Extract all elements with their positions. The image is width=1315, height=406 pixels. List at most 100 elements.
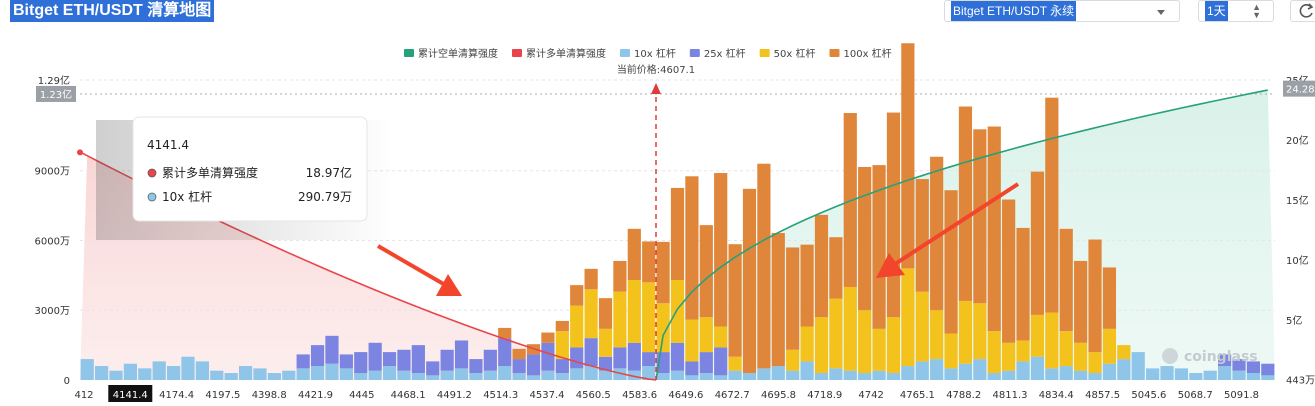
bar-64-0 [1002, 370, 1016, 380]
x-tick-label-2: 4174.4 [159, 390, 194, 401]
bar-34-1 [570, 347, 584, 369]
bar-69-0 [1074, 370, 1088, 380]
tooltip-dot-1 [147, 192, 157, 202]
annotation-arrow-left [376, 244, 449, 288]
bar-53-0 [843, 370, 857, 380]
bar-81-1 [1246, 361, 1261, 374]
bar-49-2 [786, 349, 800, 371]
current-price-label: 当前价格:4607.1 [617, 63, 695, 76]
chevron-down-icon [1157, 10, 1165, 15]
x-tick-label-14: 4672.7 [715, 390, 750, 401]
bar-52-0 [829, 368, 843, 380]
bar-71-3 [1102, 267, 1117, 329]
bar-30-3 [512, 348, 526, 360]
tooltip-dot-0 [147, 168, 157, 178]
bar-37-0 [613, 368, 627, 380]
bar-58-0 [915, 361, 929, 380]
bar-37-3 [613, 260, 627, 292]
coinglass-logo-icon [1162, 348, 1178, 364]
page-title: Bitget ETH/USDT 清算地图 [10, 0, 215, 22]
legend-swatch-1 [512, 49, 522, 57]
bar-21-0 [382, 366, 397, 380]
bar-19-0 [354, 373, 368, 380]
left-tick-label-1: 3000万 [35, 306, 70, 317]
bar-72-2 [1117, 345, 1131, 360]
bar-65-3 [1016, 227, 1030, 341]
bar-52-3 [829, 237, 843, 299]
bar-43-2 [699, 317, 713, 353]
bar-37-1 [613, 347, 627, 369]
bar-34-2 [570, 305, 584, 348]
bar-36-1 [598, 356, 613, 371]
bar-9-0 [210, 370, 224, 380]
bar-67-2 [1045, 312, 1059, 369]
bar-67-3 [1045, 97, 1059, 313]
bar-46-0 [742, 373, 757, 380]
right-tick-label-1: 5亿 [1286, 314, 1302, 327]
x-tick-label-23: 5045.6 [1131, 390, 1166, 401]
x-tick-label-20: 4811.3 [993, 390, 1028, 401]
refresh-button[interactable] [1290, 0, 1315, 22]
x-tick-label-25: 5091.8 [1224, 390, 1259, 401]
left-axis-marker-bg [36, 85, 76, 102]
legend-label-0: 累计空单清算强度 [418, 47, 498, 60]
bar-16-1 [310, 345, 325, 367]
bar-55-0 [872, 370, 886, 380]
x-tick-label-8: 4491.2 [437, 390, 472, 401]
tooltip-value-1: 290.79万 [298, 190, 352, 204]
legend-label-2: 10x 杠杆 [634, 47, 676, 60]
bar-67-0 [1045, 368, 1059, 380]
legend-swatch-0 [404, 49, 414, 57]
bar-12-0 [253, 368, 267, 380]
bar-76-0 [1174, 368, 1189, 380]
x-tick-label-12: 4583.6 [622, 390, 657, 401]
bar-42-2 [685, 319, 699, 362]
right-tick-label-2: 10亿 [1286, 254, 1309, 267]
bar-54-3 [858, 166, 872, 311]
legend-label-5: 100x 杠杆 [843, 47, 891, 60]
period-stepper[interactable]: 1天 ▲ ▼ [1198, 0, 1274, 22]
bar-24-1 [426, 361, 440, 376]
bar-82-0 [1261, 375, 1275, 380]
x-tick-label-16: 4718.9 [807, 390, 842, 401]
bar-56-0 [886, 373, 901, 380]
bar-18-1 [339, 354, 353, 369]
bar-40-2 [656, 303, 670, 353]
bar-68-0 [1059, 366, 1073, 380]
bar-41-3 [670, 187, 685, 280]
chart-legend: 累计空单清算强度 累计多单清算强度 10x 杠杆 25x 杠杆 50x 杠杆 100x 杠… [404, 47, 892, 60]
bar-44-2 [714, 326, 728, 348]
watermark-text: coinglass [1184, 349, 1258, 365]
bar-43-1 [699, 352, 713, 374]
bar-36-2 [598, 328, 613, 357]
bar-38-0 [627, 370, 641, 380]
bar-33-3 [555, 320, 569, 332]
bar-58-3 [915, 179, 929, 292]
bar-35-3 [584, 268, 598, 290]
bar-52-2 [829, 298, 843, 369]
bar-49-0 [786, 370, 800, 380]
bar-63-2 [987, 331, 1001, 374]
x-tick-label-5: 4421.9 [298, 390, 333, 401]
pair-select[interactable]: Bitget ETH/USDT 永续 [944, 0, 1180, 22]
bar-69-3 [1074, 260, 1088, 343]
bar-30-1 [512, 359, 526, 374]
bar-27-1 [469, 359, 483, 374]
bar-35-2 [584, 289, 598, 339]
bar-53-2 [843, 286, 857, 371]
bar-23-0 [411, 373, 425, 380]
x-tick-label-21: 4834.4 [1039, 390, 1074, 401]
bar-47-0 [757, 368, 771, 380]
bar-51-2 [814, 317, 829, 374]
x-tick-label-7: 4468.1 [391, 390, 426, 401]
bar-22-0 [397, 370, 411, 380]
bar-70-0 [1088, 373, 1102, 380]
bar-29-1 [498, 338, 512, 367]
stepper-arrows-icon[interactable]: ▲ ▼ [1252, 2, 1261, 20]
bar-53-3 [843, 113, 857, 287]
bar-56-3 [886, 112, 901, 318]
legend-label-1: 累计多单清算强度 [526, 47, 606, 60]
bar-35-0 [584, 366, 598, 380]
bar-31-0 [526, 375, 541, 380]
